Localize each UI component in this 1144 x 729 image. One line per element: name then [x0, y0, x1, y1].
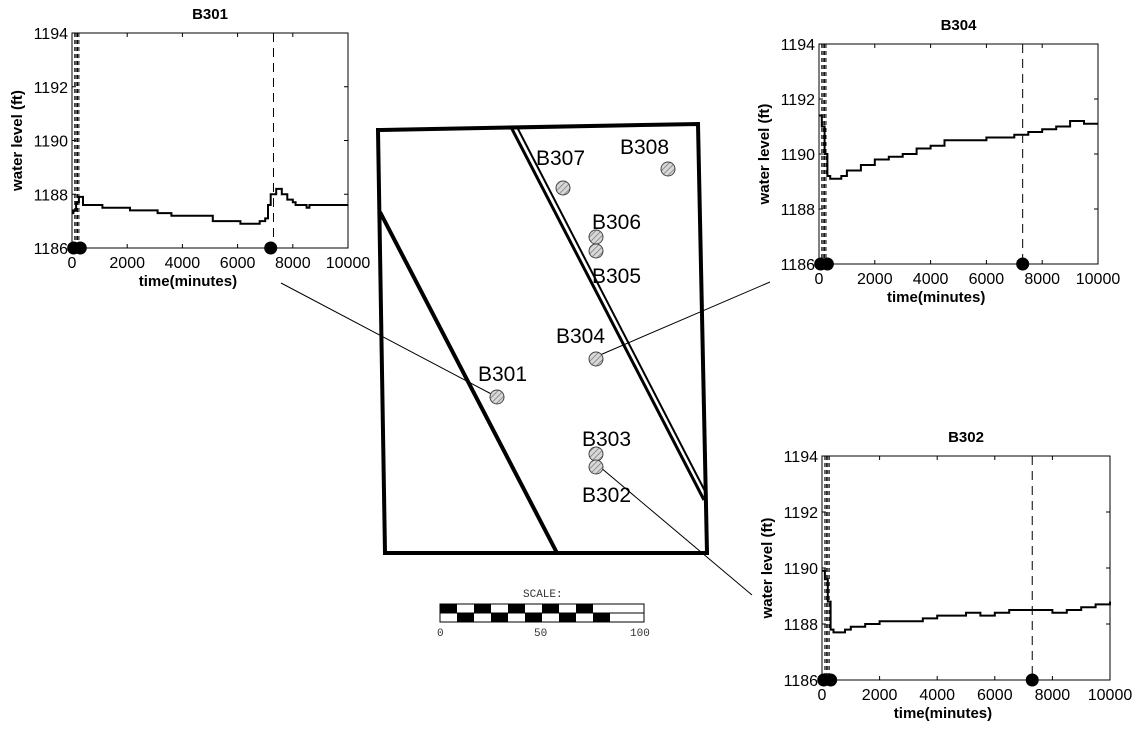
scale-tick-0: 0 — [437, 628, 444, 640]
series-line — [72, 187, 348, 225]
connector-b301 — [280, 282, 498, 398]
well-label-b306: B306 — [592, 211, 641, 234]
well-b307[interactable] — [555, 180, 571, 196]
x-tick-label: 8000 — [275, 255, 311, 272]
y-tick-label: 1186 — [34, 241, 69, 258]
x-tick-label: 10000 — [1088, 687, 1133, 704]
y-tick-label: 1190 — [34, 134, 69, 151]
y-tick-label: 1190 — [784, 561, 819, 578]
scale-title: SCALE: — [523, 589, 563, 601]
y-tick-label: 1194 — [34, 26, 69, 43]
x-tick-label: 2000 — [857, 271, 893, 288]
y-tick-label: 1192 — [34, 80, 69, 97]
series-line — [819, 114, 1098, 180]
y-axis-label: water level (ft) — [9, 90, 26, 192]
x-axis-label: time(minutes) — [894, 705, 992, 722]
x-tick-label: 0 — [68, 255, 77, 272]
x-axis-label: time(minutes) — [139, 273, 237, 290]
event-marker — [820, 257, 834, 271]
well-b308[interactable] — [660, 161, 676, 177]
site-map: B307 B308 B306 B305 B304 B301 B303 B302 — [280, 121, 771, 596]
chart-title: B304 — [941, 17, 978, 34]
chart-b302: B302 0 2000 4000 6000 8000 10000 1186 1188 1190 11… — [759, 429, 1132, 722]
x-tick-label: 6000 — [977, 687, 1013, 704]
y-tick-label: 1192 — [784, 505, 819, 522]
y-tick-label: 1194 — [784, 449, 819, 466]
y-axis-label: water level (ft) — [756, 104, 773, 206]
x-tick-label: 0 — [815, 271, 824, 288]
y-tick-label: 1186 — [781, 257, 816, 274]
x-tick-label: 8000 — [1035, 687, 1071, 704]
x-tick-label: 4000 — [919, 687, 955, 704]
well-label-b301: B301 — [478, 363, 527, 386]
x-tick-label: 6000 — [220, 255, 256, 272]
y-tick-label: 1192 — [781, 92, 816, 109]
event-marker — [1016, 257, 1030, 271]
well-label-b302: B302 — [582, 484, 631, 507]
well-label-b303: B303 — [582, 428, 631, 451]
chart-b301: B301 0 2000 4000 6000 8000 10000 1186 1188 1190 11… — [9, 6, 370, 290]
series-line — [822, 569, 1111, 634]
x-tick-label: 6000 — [969, 271, 1005, 288]
y-tick-label: 1194 — [781, 37, 816, 54]
scale-tick-50: 50 — [534, 628, 547, 640]
connector-b302 — [599, 466, 753, 596]
chart-title: B302 — [948, 429, 984, 446]
y-tick-label: 1188 — [781, 202, 816, 219]
chart-title: B301 — [192, 6, 228, 23]
x-tick-label: 2000 — [862, 687, 898, 704]
y-tick-label: 1188 — [784, 617, 819, 634]
fault-line-east-1 — [510, 128, 706, 501]
x-tick-label: 4000 — [913, 271, 949, 288]
scale-tick-100: 100 — [630, 628, 650, 640]
fault-line-east-2 — [517, 128, 708, 496]
well-label-b307: B307 — [536, 147, 585, 170]
plot-frame — [818, 43, 1099, 265]
scale-bar: SCALE: 0 50 100 — [437, 589, 650, 640]
well-label-b308: B308 — [620, 136, 669, 159]
well-b301[interactable] — [489, 389, 505, 405]
y-tick-label: 1188 — [34, 187, 69, 204]
well-b302[interactable] — [588, 459, 604, 475]
well-b305[interactable] — [588, 243, 604, 259]
well-b304[interactable] — [588, 351, 604, 367]
x-axis-label: time(minutes) — [887, 289, 985, 306]
connector-b304 — [599, 281, 771, 356]
well-label-b304: B304 — [556, 325, 605, 348]
y-tick-label: 1190 — [781, 147, 816, 164]
x-tick-label: 4000 — [165, 255, 201, 272]
event-marker — [73, 241, 87, 255]
x-tick-label: 10000 — [1076, 271, 1121, 288]
x-tick-label: 2000 — [109, 255, 145, 272]
event-marker — [264, 241, 278, 255]
y-tick-label: 1186 — [784, 673, 819, 690]
x-tick-label: 10000 — [326, 255, 371, 272]
well-label-b305: B305 — [592, 265, 641, 288]
y-axis-label: water level (ft) — [759, 518, 776, 620]
chart-b304: B304 0 2000 4000 6000 8000 10000 1186 1188 1190 11… — [756, 17, 1120, 306]
site-boundary — [375, 121, 710, 555]
x-tick-label: 0 — [818, 687, 827, 704]
event-marker — [1025, 673, 1039, 687]
event-marker — [824, 673, 838, 687]
plot-frame — [821, 455, 1111, 681]
x-tick-label: 8000 — [1024, 271, 1060, 288]
